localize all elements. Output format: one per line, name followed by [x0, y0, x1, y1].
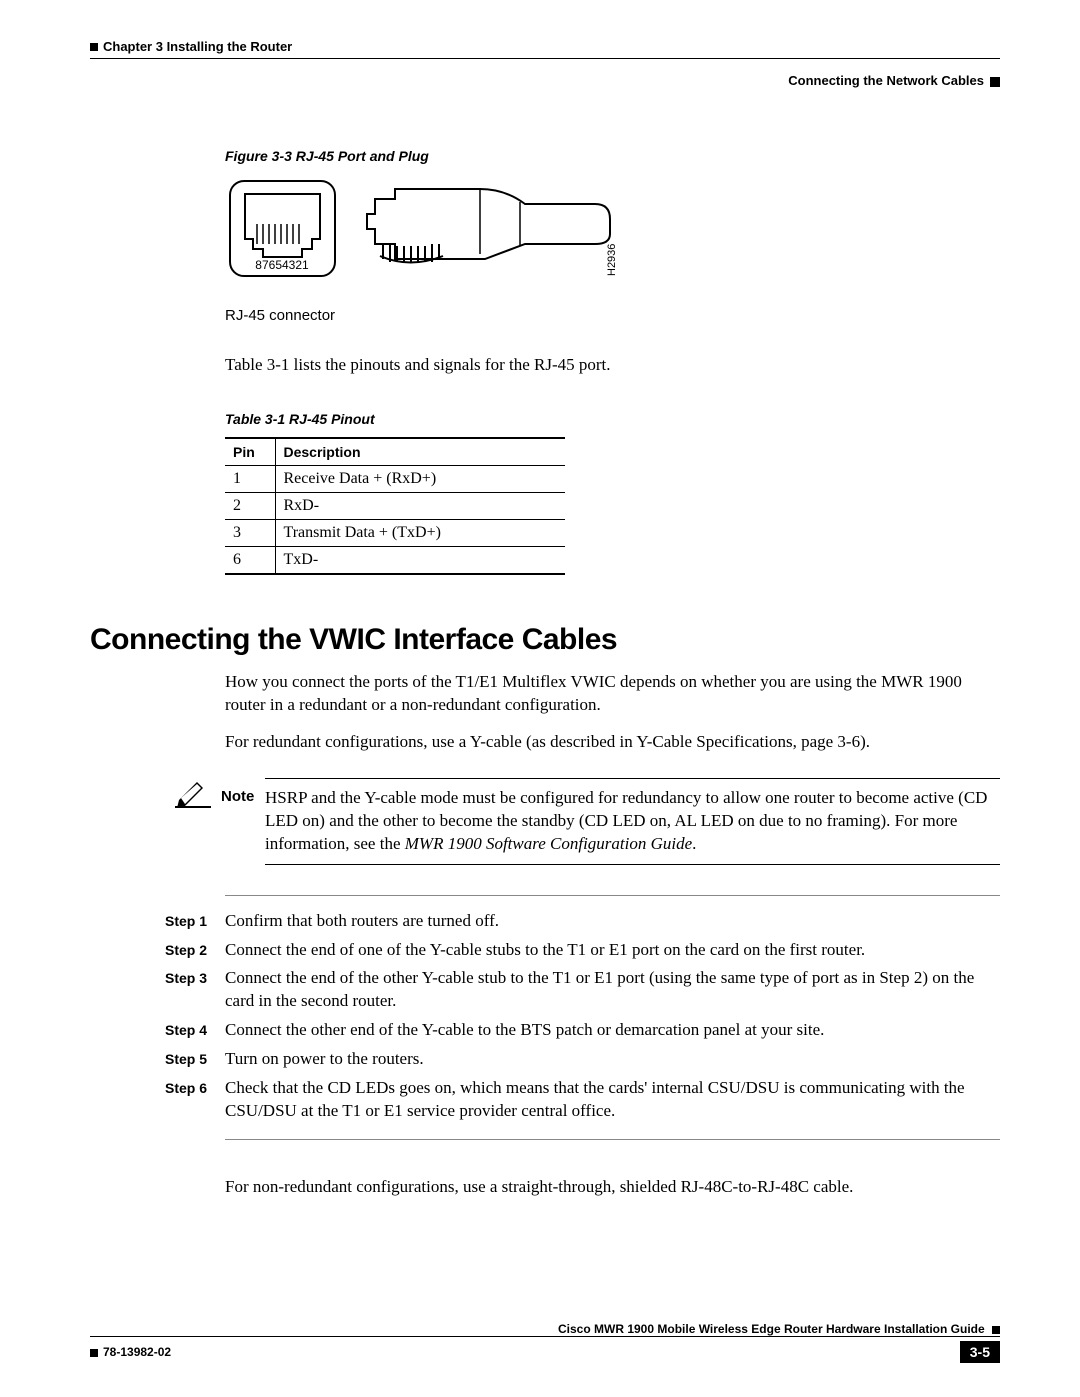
pin-numbers-text: 87654321 [255, 258, 309, 272]
page-content: Figure 3-3 RJ-45 Port and Plug 87654321 [90, 148, 1000, 575]
paragraph: For redundant configurations, use a Y-ca… [225, 731, 1000, 754]
paragraph: For non-redundant configurations, use a … [225, 1176, 1000, 1199]
page-number: 3-5 [960, 1341, 1000, 1363]
figure-ref: H2936 [606, 244, 618, 276]
step-label: Step 4 [165, 1019, 225, 1042]
table-row: 3Transmit Data + (TxD+) [225, 519, 565, 546]
chapter-label: Chapter 3 Installing the Router [103, 39, 292, 54]
table-row: 6TxD- [225, 546, 565, 574]
step-label: Step 5 [165, 1048, 225, 1071]
step-label: Step 3 [165, 967, 225, 1013]
steps-block: Step 1Confirm that both routers are turn… [225, 895, 1000, 1141]
step-text: Connect the end of one of the Y-cable st… [225, 939, 1000, 962]
figure-caption: Figure 3-3 RJ-45 Port and Plug [225, 148, 1000, 164]
note-block: Note HSRP and the Y-cable mode must be c… [225, 778, 1000, 865]
pinout-table: Pin Description 1Receive Data + (RxD+) 2… [225, 437, 565, 575]
step-label: Step 2 [165, 939, 225, 962]
page-header: Chapter 3 Installing the Router Connecti… [90, 38, 1000, 88]
step-text: Check that the CD LEDs goes on, which me… [225, 1077, 1000, 1123]
section-heading: Connecting the VWIC Interface Cables [90, 623, 1000, 657]
step-text: Connect the other end of the Y-cable to … [225, 1019, 1000, 1042]
footer-title: Cisco MWR 1900 Mobile Wireless Edge Rout… [558, 1322, 985, 1336]
table-row: 2RxD- [225, 492, 565, 519]
page-footer: Cisco MWR 1900 Mobile Wireless Edge Rout… [90, 1322, 1000, 1363]
paragraph: How you connect the ports of the T1/E1 M… [225, 671, 1000, 717]
connector-label: RJ-45 connector [225, 307, 1000, 324]
step-text: Confirm that both routers are turned off… [225, 910, 1000, 933]
rj45-figure: 87654321 H2936 [225, 176, 1000, 301]
th-pin: Pin [225, 438, 275, 466]
pencil-icon [175, 778, 215, 813]
table-caption: Table 3-1 RJ-45 Pinout [225, 411, 1000, 427]
table-intro: Table 3-1 lists the pinouts and signals … [225, 354, 1000, 377]
table-row: 1Receive Data + (RxD+) [225, 465, 565, 492]
note-label: Note [221, 778, 265, 805]
step-label: Step 6 [165, 1077, 225, 1123]
doc-number: 78-13982-02 [103, 1345, 171, 1359]
step-text: Turn on power to the routers. [225, 1048, 1000, 1071]
step-label: Step 1 [165, 910, 225, 933]
section-label: Connecting the Network Cables [788, 73, 984, 88]
step-text: Connect the end of the other Y-cable stu… [225, 967, 1000, 1013]
note-body: HSRP and the Y-cable mode must be config… [265, 778, 1000, 865]
th-desc: Description [275, 438, 565, 466]
